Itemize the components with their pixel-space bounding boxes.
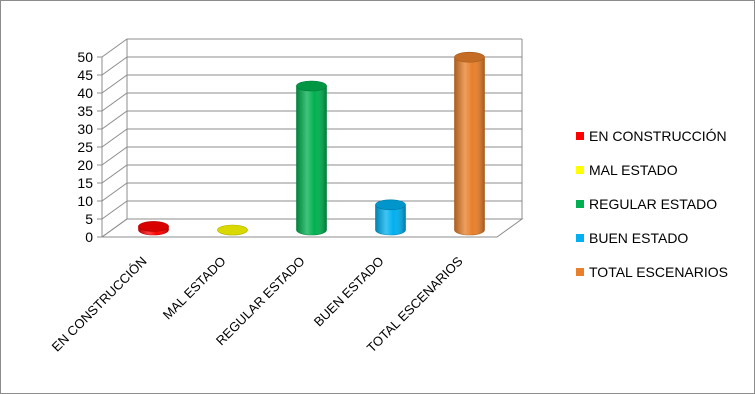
y-tick-label: 30 [77, 121, 93, 137]
legend: EN CONSTRUCCIÓN MAL ESTADO REGULAR ESTADO B… [576, 128, 728, 280]
legend-swatch [576, 132, 584, 140]
legend-swatch [576, 166, 584, 174]
legend-item: TOTAL ESCENARIOS [576, 264, 728, 280]
axes [97, 39, 524, 238]
legend-label: EN CONSTRUCCIÓN [589, 128, 727, 144]
bar-mal-estado [217, 224, 248, 236]
y-axis-ticks: 0 5 10 15 20 25 30 35 40 45 50 [77, 49, 93, 245]
y-tick-label: 5 [85, 211, 93, 227]
y-tick-label: 15 [77, 175, 93, 191]
bar-shading [454, 57, 485, 236]
bars [138, 51, 485, 236]
bar-buen-estado [375, 199, 406, 236]
y-tick-label: 20 [77, 157, 93, 173]
bar-top [454, 51, 485, 63]
y-tick-label: 35 [77, 103, 93, 119]
bar-en-construcci-n [138, 221, 169, 236]
y-tick-label: 25 [77, 139, 93, 155]
y-tick-label: 45 [77, 67, 93, 83]
bar-top [217, 224, 248, 236]
y-tick-label: 40 [77, 85, 93, 101]
x-category-label: BUEN ESTADO [311, 254, 387, 330]
x-category-label: MAL ESTADO [160, 254, 229, 323]
y-tick-label: 0 [85, 229, 93, 245]
bar-top [138, 221, 169, 232]
y-tick-label: 10 [77, 193, 93, 209]
x-category-label: EN CONSTRUCCIÓN [49, 254, 150, 355]
legend-item: MAL ESTADO [576, 162, 678, 178]
bar-total-escenarios [454, 51, 485, 236]
legend-label: REGULAR ESTADO [589, 196, 717, 212]
bar-shading [296, 86, 327, 235]
y-tick-label: 50 [77, 49, 93, 65]
bar-shading [375, 204, 406, 235]
legend-label: TOTAL ESCENARIOS [589, 264, 728, 280]
legend-swatch [576, 268, 584, 276]
bar-top [296, 80, 327, 92]
legend-item: EN CONSTRUCCIÓN [576, 128, 727, 144]
bar-top [375, 199, 406, 211]
bar-regular-estado [296, 80, 327, 236]
legend-label: BUEN ESTADO [589, 230, 688, 246]
legend-swatch [576, 234, 584, 242]
legend-item: BUEN ESTADO [576, 230, 688, 246]
legend-item: REGULAR ESTADO [576, 196, 717, 212]
legend-label: MAL ESTADO [589, 162, 678, 178]
x-category-label: REGULAR ESTADO [213, 254, 308, 349]
legend-swatch [576, 200, 584, 208]
